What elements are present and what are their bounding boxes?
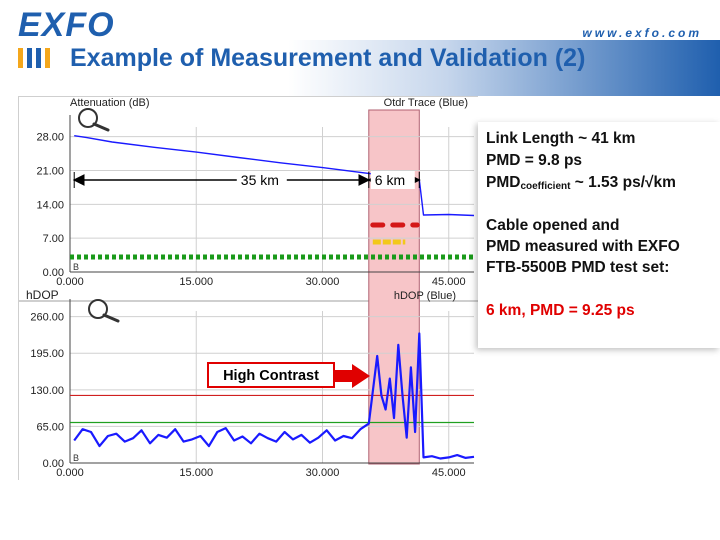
distance-label-bg	[370, 171, 415, 189]
hdop-xtick-label: 30.000	[306, 467, 340, 479]
high-contrast-callout-label: High Contrast	[223, 368, 319, 384]
pmd-measured-text: PMD measured with EXFO	[486, 238, 680, 255]
distance-label-bg	[236, 171, 287, 189]
test-set-text: FTB-5500B PMD test set:	[486, 259, 670, 276]
attenuation-ytick-label: 0.00	[43, 267, 64, 279]
result-text: 6 km, PMD = 9.25 ps	[486, 302, 635, 319]
attenuation-b-annotation: B	[73, 262, 79, 272]
magnifier-icon	[78, 108, 98, 128]
attenuation-ytick-label: 28.00	[36, 132, 64, 144]
pmd-text: PMD = 9.8 ps	[486, 152, 583, 169]
title-bars-decoration	[18, 48, 54, 68]
info-panel: Link Length ~ 41 km PMD = 9.8 ps PMDcoef…	[478, 122, 720, 348]
attenuation-ytick-label: 14.00	[36, 199, 64, 211]
attenuation-trace-line	[74, 135, 475, 217]
link-length-text: Link Length ~ 41 km	[486, 130, 636, 147]
chart-container: 28.00 21.00 14.00 7.00 0.00 0.000 15.000 30.000…	[18, 96, 478, 485]
high-contrast-callout-arrow	[334, 364, 370, 388]
distance-marker-label: 6 km	[375, 172, 405, 188]
pmd-coef-main: PMD	[486, 174, 521, 191]
pmd-coef-rest: ~ 1.53 ps/√km	[570, 174, 676, 191]
hdop-b-annotation: B	[73, 453, 79, 463]
attenuation-xtick-label: 45.000	[432, 276, 466, 288]
attenuation-legend: Otdr Trace (Blue)	[384, 97, 468, 109]
magnifier-icon-handle	[102, 313, 120, 323]
hdop-legend: hDOP (Blue)	[394, 290, 456, 302]
website-url: www.exfo.com	[582, 26, 702, 40]
hdop-ytick-label: 65.00	[36, 421, 64, 433]
title-bar	[0, 40, 720, 96]
exfo-logo: EXFO	[18, 6, 115, 44]
hdop-axis-title: hDOP	[26, 288, 59, 302]
hdop-ytick-label: 130.00	[30, 385, 64, 397]
cable-opened-text: Cable opened and	[486, 217, 620, 234]
attenuation-xtick-label: 30.000	[306, 276, 340, 288]
distance-marker-label: 35 km	[241, 172, 279, 188]
attenuation-ytick-label: 21.00	[36, 166, 64, 178]
hdop-ytick-label: 195.00	[30, 348, 64, 360]
magnifier-icon-handle	[92, 122, 110, 132]
page-title: Example of Measurement and Validation (2…	[70, 44, 586, 72]
magnifier-icon	[88, 299, 108, 319]
hdop-ytick-label: 0.00	[43, 458, 64, 470]
pmd-coefficient-text: PMDcoefficient ~ 1.53 ps/√km	[486, 174, 676, 196]
pmd-coef-sub: coefficient	[520, 181, 571, 192]
hdop-xtick-label: 0.000	[56, 467, 84, 479]
attenuation-axis-title: Attenuation (dB)	[70, 97, 150, 109]
hdop-trace-line	[73, 332, 475, 460]
hdop-xtick-label: 15.000	[179, 467, 213, 479]
hdop-xtick-label: 45.000	[432, 467, 466, 479]
attenuation-xtick-label: 0.000	[56, 276, 84, 288]
hdop-ytick-label: 260.00	[30, 312, 64, 324]
attenuation-xtick-label: 15.000	[179, 276, 213, 288]
attenuation-ytick-label: 7.00	[43, 233, 64, 245]
high-contrast-callout-box	[207, 362, 335, 388]
